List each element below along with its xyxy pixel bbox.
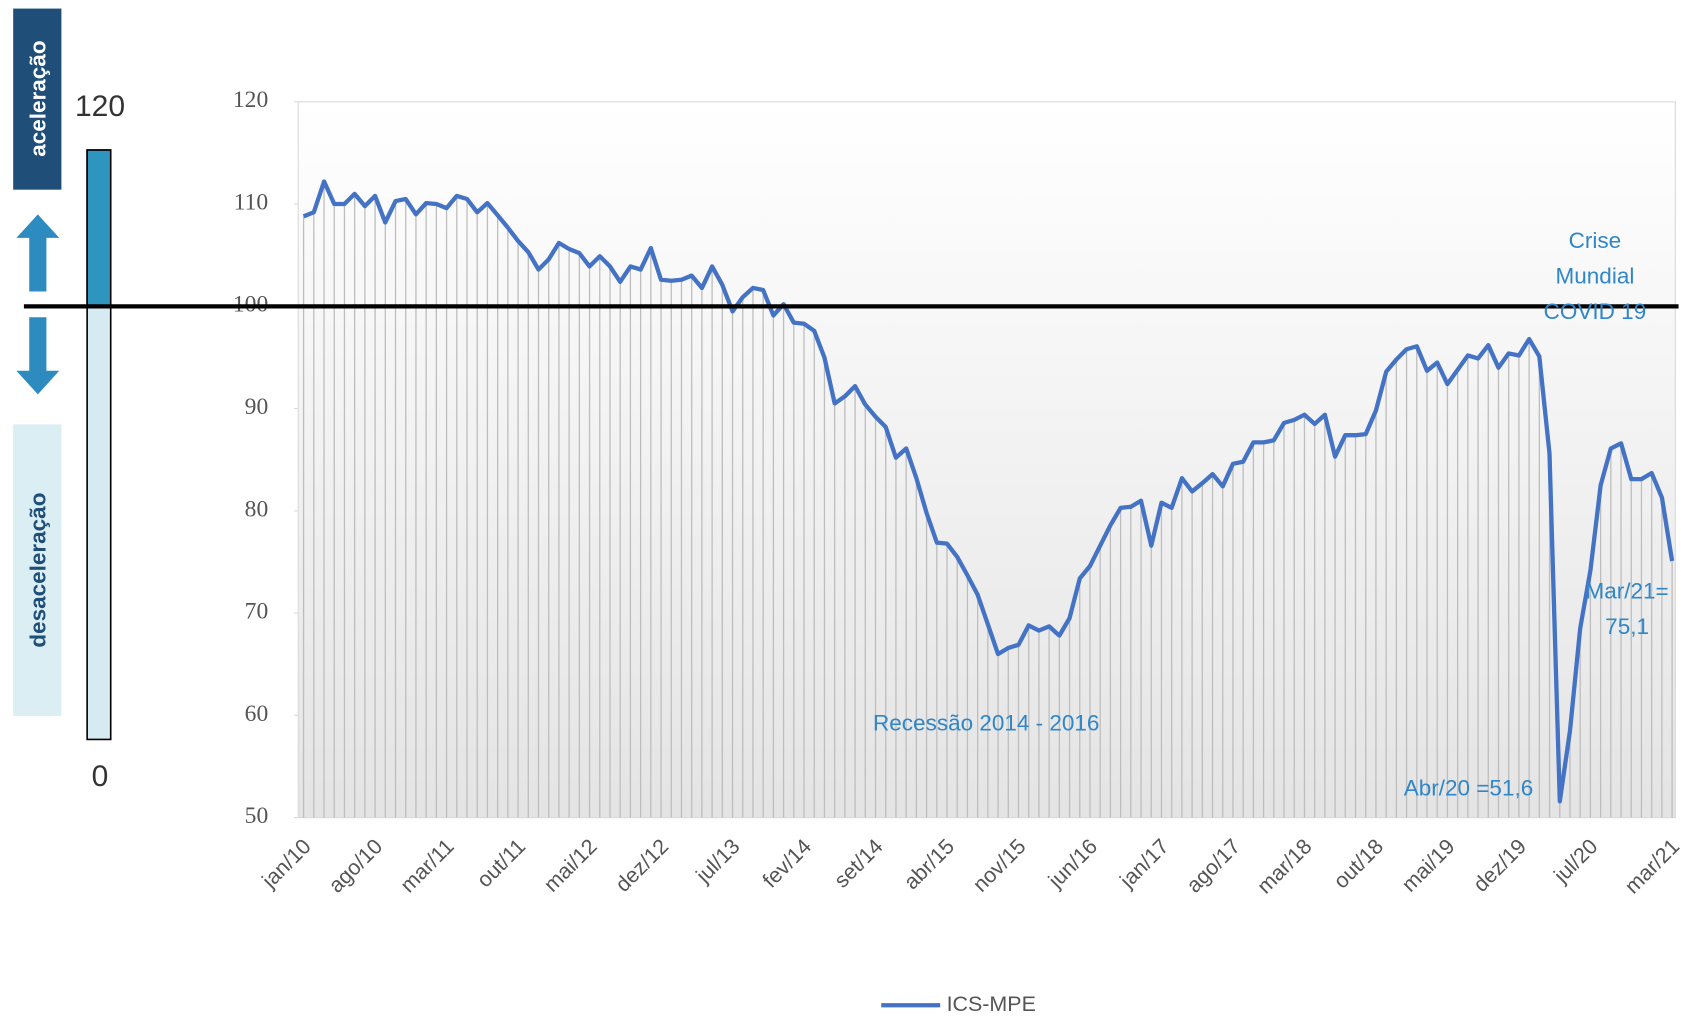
y-tick-label: 50: [245, 803, 269, 829]
x-tick-label: out/11: [472, 834, 530, 892]
x-tick-label: nov/15: [968, 834, 1031, 897]
gauge-min: 0: [92, 760, 109, 793]
x-tick-label: dez/12: [611, 834, 673, 896]
x-tick-label: dez/19: [1469, 834, 1531, 896]
annotation: Recessão 2014 - 2016: [873, 710, 1099, 735]
deceleration-box: [13, 424, 62, 716]
annotation: Mar/21=: [1586, 579, 1669, 604]
y-tick-label: 70: [245, 599, 269, 625]
x-tick-label: mar/21: [1620, 834, 1681, 898]
annotation: Crise: [1569, 228, 1622, 253]
y-tick-label: 80: [245, 496, 269, 522]
x-tick-label: jun/16: [1043, 834, 1102, 893]
annotation: Abr/20 =51,6: [1404, 776, 1533, 801]
gauge-fill: [86, 149, 112, 308]
series-line: [302, 179, 1675, 804]
x-tick-label: set/14: [829, 834, 887, 892]
up-arrow: [16, 214, 60, 292]
down-arrow: [16, 317, 60, 395]
x-tick-label: jan/17: [1115, 834, 1174, 893]
acceleration-box: [13, 8, 62, 190]
annotation: Mundial: [1556, 263, 1635, 288]
x-tick-label: mai/12: [539, 834, 601, 896]
x-tick-label: out/18: [1329, 834, 1388, 893]
y-tick-label: 110: [234, 189, 268, 215]
y-tick-label: 60: [245, 701, 269, 727]
x-tick-label: fev/14: [758, 834, 816, 892]
x-tick-label: jan/10: [257, 834, 316, 893]
y-tick-label: 90: [245, 394, 269, 420]
acceleration-label: aceleração: [25, 40, 50, 156]
x-tick-label: mar/11: [396, 834, 459, 897]
x-tick-label: jul/20: [1549, 834, 1603, 888]
x-tick-label: ago/17: [1182, 834, 1245, 897]
annotation: COVID 19: [1544, 299, 1647, 324]
x-tick-label: mai/19: [1397, 834, 1459, 896]
y-tick-label: 120: [233, 87, 268, 113]
gauge-max: 120: [75, 90, 125, 123]
x-tick-label: jul/13: [691, 834, 745, 888]
legend-label: ICS-MPE: [947, 992, 1036, 1016]
deceleration-label: desaceleração: [25, 493, 50, 648]
x-tick-label: abr/15: [899, 834, 959, 894]
x-tick-label: ago/10: [324, 834, 387, 897]
annotation: 75,1: [1605, 614, 1649, 639]
x-tick-label: mar/18: [1252, 834, 1316, 898]
